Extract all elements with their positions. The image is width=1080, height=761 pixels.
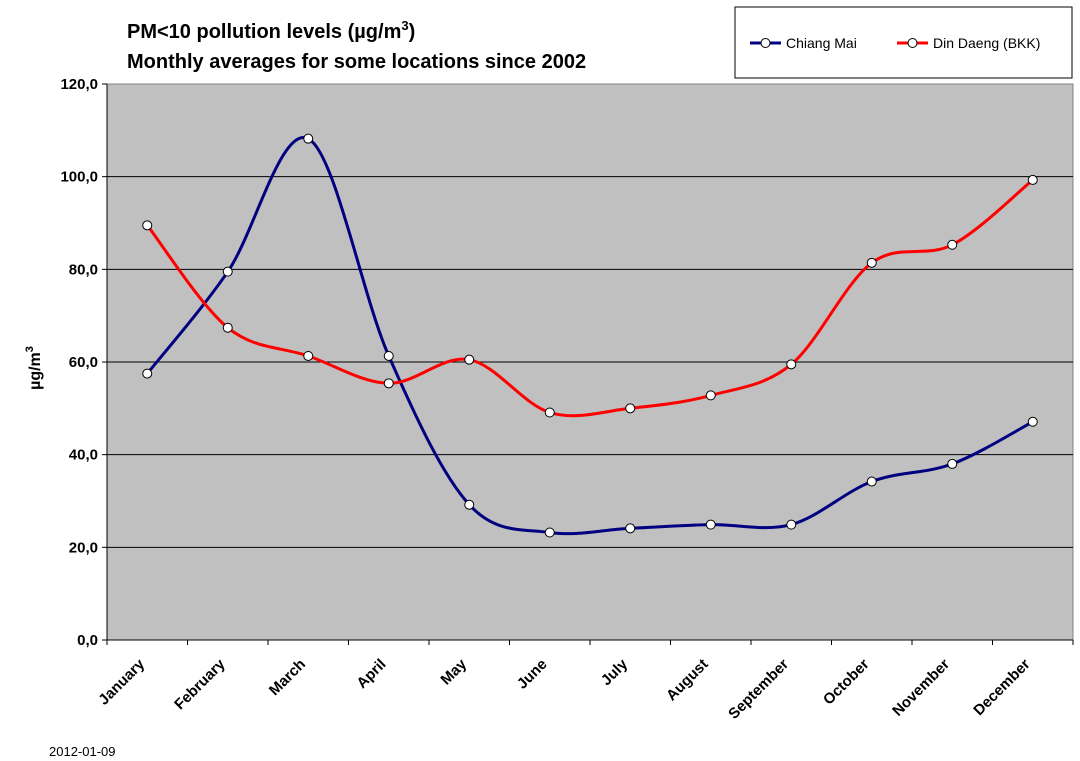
x-tick-label: November bbox=[889, 656, 953, 720]
data-point-chiang-mai bbox=[222, 266, 233, 277]
legend-label-chiang-mai: Chiang Mai bbox=[786, 35, 857, 51]
data-point-chiang-mai bbox=[786, 519, 797, 530]
data-point-chiang-mai bbox=[705, 519, 716, 530]
data-point-chiang-mai bbox=[1027, 416, 1038, 427]
data-point-chiang-mai bbox=[947, 458, 958, 469]
y-tick-label: 20,0 bbox=[69, 539, 98, 556]
x-tick-label: March bbox=[266, 656, 309, 699]
legend: Chiang Mai Din Daeng (BKK) bbox=[734, 6, 1073, 79]
data-point-din-daeng-bkk bbox=[947, 239, 958, 250]
y-axis-label: µg/m3 bbox=[24, 346, 44, 390]
y-tick-label: 100,0 bbox=[60, 169, 98, 186]
x-tick-label: June bbox=[514, 656, 551, 693]
data-point-din-daeng-bkk bbox=[464, 354, 475, 365]
data-point-din-daeng-bkk bbox=[786, 359, 797, 370]
data-point-chiang-mai bbox=[142, 368, 153, 379]
x-tick-label: October bbox=[820, 656, 873, 709]
data-point-chiang-mai bbox=[383, 350, 394, 361]
legend-item-chiang-mai: Chiang Mai bbox=[750, 35, 857, 51]
legend-marker-din-daeng bbox=[907, 38, 918, 48]
y-tick-label: 80,0 bbox=[69, 261, 98, 278]
data-point-din-daeng-bkk bbox=[705, 390, 716, 401]
data-point-chiang-mai bbox=[544, 527, 555, 538]
data-point-chiang-mai bbox=[303, 133, 314, 144]
x-tick-label: January bbox=[95, 655, 148, 708]
series-line-din-daeng-bkk bbox=[146, 178, 1034, 418]
data-point-din-daeng-bkk bbox=[303, 350, 314, 361]
series-markers bbox=[142, 133, 1038, 538]
data-point-din-daeng-bkk bbox=[222, 322, 233, 333]
data-point-din-daeng-bkk bbox=[383, 378, 394, 389]
y-axis: 0,0 20,0 40,0 60,0 80,0 100,0 120,0 bbox=[60, 76, 108, 649]
x-tick-label: August bbox=[663, 656, 712, 705]
data-point-chiang-mai bbox=[866, 476, 877, 487]
chart-title-line2: Monthly averages for some locations sinc… bbox=[127, 51, 586, 73]
data-point-din-daeng-bkk bbox=[625, 403, 636, 414]
y-tick-label: 0,0 bbox=[77, 632, 98, 649]
chart-title-line1: PM<10 pollution levels (µg/m3) bbox=[127, 18, 415, 43]
x-tick-label: December bbox=[970, 656, 1033, 719]
data-point-din-daeng-bkk bbox=[1027, 174, 1038, 185]
legend-item-din-daeng: Din Daeng (BKK) bbox=[897, 35, 1040, 51]
data-point-din-daeng-bkk bbox=[866, 257, 877, 268]
y-tick-label: 40,0 bbox=[69, 447, 98, 464]
footer-date: 2012-01-09 bbox=[49, 744, 116, 759]
x-tick-label: April bbox=[353, 656, 389, 692]
data-point-din-daeng-bkk bbox=[544, 407, 555, 418]
gridlines bbox=[107, 176, 1073, 548]
x-axis: January February March April May June July Augu… bbox=[95, 639, 1074, 723]
x-tick-label: September bbox=[725, 656, 792, 723]
legend-marker-chiang-mai bbox=[760, 38, 771, 48]
y-tick-label: 120,0 bbox=[60, 76, 98, 93]
x-tick-label: February bbox=[171, 655, 229, 713]
data-point-chiang-mai bbox=[625, 523, 636, 534]
x-tick-label: July bbox=[598, 655, 632, 689]
legend-label-din-daeng: Din Daeng (BKK) bbox=[933, 35, 1040, 51]
data-point-din-daeng-bkk bbox=[142, 220, 153, 231]
data-point-chiang-mai bbox=[464, 499, 475, 510]
x-tick-label: May bbox=[437, 655, 470, 688]
y-tick-label: 60,0 bbox=[69, 354, 98, 371]
